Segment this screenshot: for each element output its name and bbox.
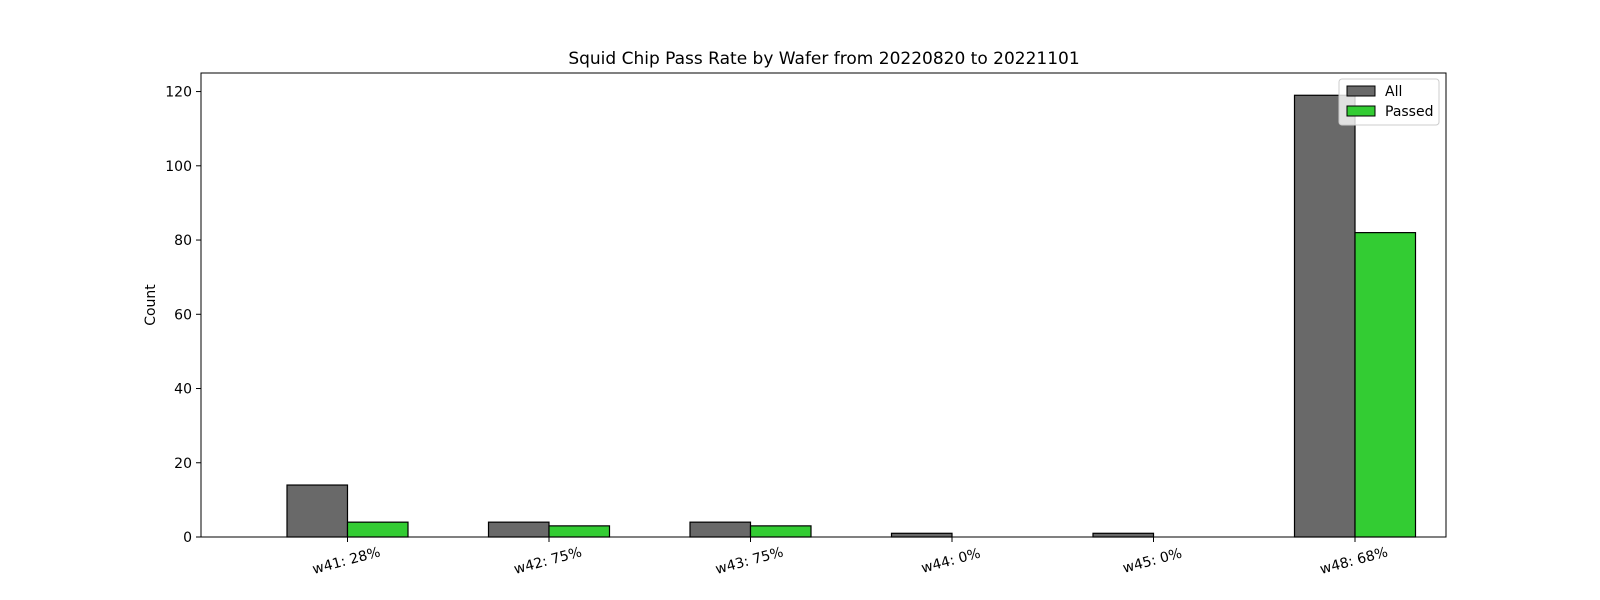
bar-all-4 — [1092, 532, 1155, 538]
x-tick-label: w45: 0% — [1121, 546, 1184, 577]
legend-label-passed: Passed — [1385, 104, 1433, 120]
plot-frame — [200, 72, 1447, 538]
bar-passed-1 — [548, 525, 611, 538]
y-tick-label: 60 — [174, 307, 192, 323]
chart-title: Squid Chip Pass Rate by Wafer from 20220… — [568, 49, 1079, 69]
y-tick-label: 100 — [165, 159, 192, 175]
bar-passed-0 — [346, 521, 409, 538]
legend-swatch-all — [1346, 85, 1376, 97]
y-tick-label: 0 — [183, 530, 192, 546]
legend-swatch-passed — [1346, 105, 1376, 117]
bar-all-5 — [1293, 94, 1356, 538]
y-axis-label: Count — [143, 284, 159, 326]
x-tick-label: w48: 68% — [1318, 544, 1389, 577]
x-tick-label: w42: 75% — [512, 544, 583, 577]
bar-all-1 — [487, 521, 550, 538]
bar-all-0 — [286, 484, 349, 538]
legend: All Passed — [1338, 78, 1440, 126]
y-tick-label: 80 — [174, 233, 192, 249]
y-ticks: 0 20 40 60 80 100 120 — [165, 85, 201, 546]
bar-all-2 — [689, 521, 752, 538]
legend-label-all: All — [1385, 84, 1402, 100]
x-tick-label: w43: 75% — [714, 544, 785, 577]
x-ticks: w41: 28% w42: 75% w43: 75% w44: 0% w45: 0% w4… — [311, 537, 1390, 578]
x-tick-label: w44: 0% — [920, 546, 983, 577]
y-tick-label: 40 — [174, 382, 192, 398]
bar-passed-2 — [749, 525, 812, 538]
bars-layer — [286, 94, 1417, 538]
bar-all-3 — [890, 532, 953, 538]
y-tick-label: 20 — [174, 456, 192, 472]
y-tick-label: 120 — [165, 85, 192, 101]
x-tick-label: w41: 28% — [311, 544, 382, 577]
bar-passed-5 — [1354, 232, 1417, 538]
